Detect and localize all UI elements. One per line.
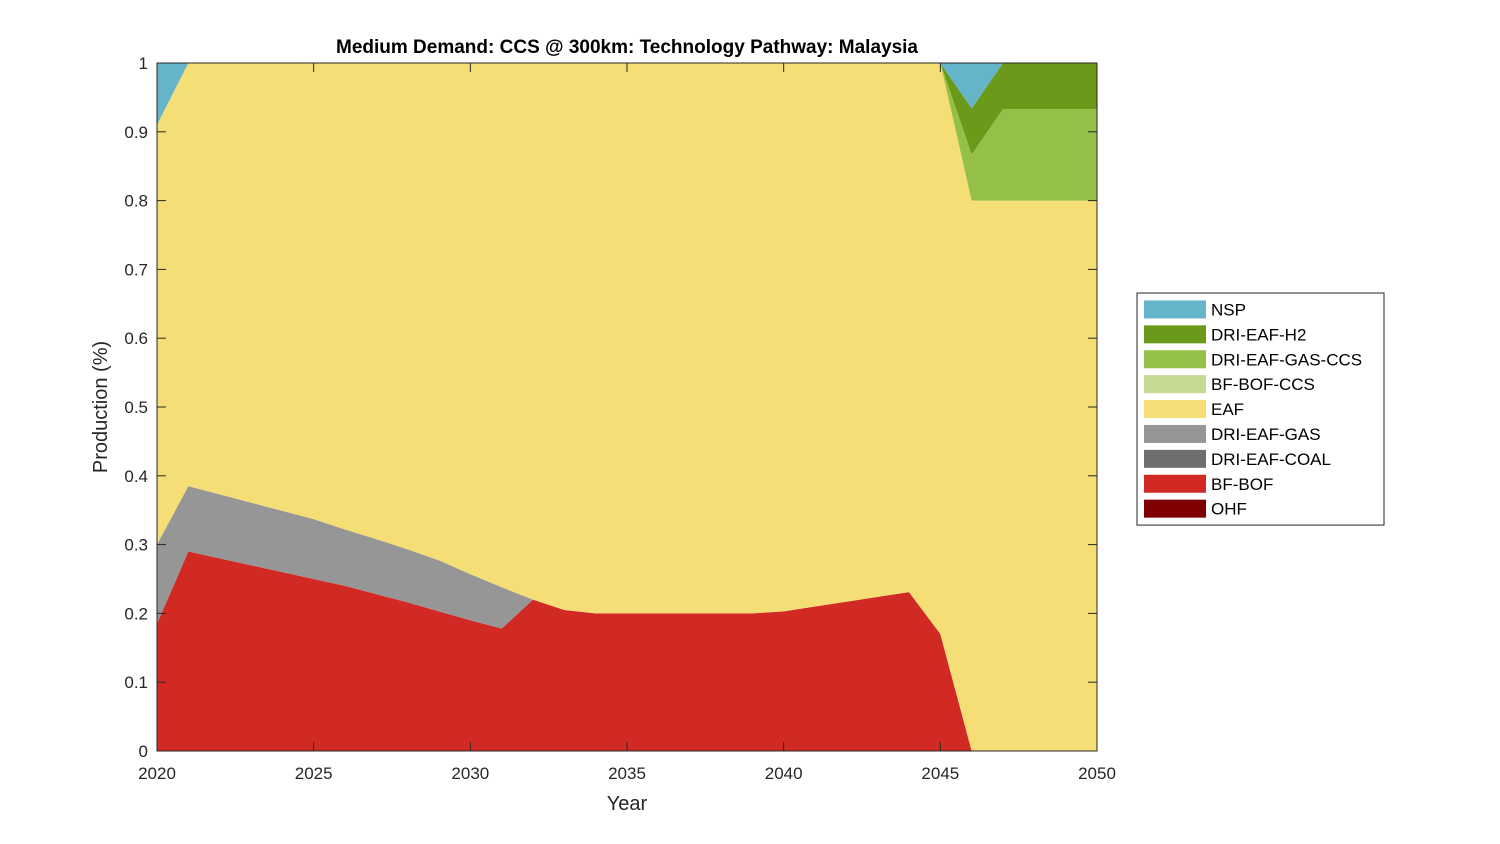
x-axis-label: Year — [607, 793, 648, 815]
legend-swatch-bf-bof — [1144, 474, 1206, 493]
legend-label-eaf: EAF — [1211, 400, 1244, 419]
legend-label-dri-eaf-h2: DRI-EAF-H2 — [1211, 325, 1306, 344]
area-dri-eaf-gas-ccs — [157, 63, 1097, 201]
y-tick-label: 1 — [139, 54, 148, 73]
legend-swatch-dri-eaf-h2 — [1144, 325, 1206, 344]
legend-swatch-dri-eaf-coal — [1144, 449, 1206, 468]
legend-label-nsp: NSP — [1211, 300, 1246, 319]
y-tick-label: 0.7 — [124, 260, 148, 279]
y-tick-label: 0.4 — [124, 467, 148, 486]
legend-swatch-ohf — [1144, 499, 1206, 518]
x-tick-label: 2030 — [451, 764, 489, 783]
x-tick-label: 2045 — [921, 764, 959, 783]
legend-swatch-dri-eaf-gas — [1144, 424, 1206, 443]
x-tick-label: 2050 — [1078, 764, 1116, 783]
y-tick-label: 0.9 — [124, 123, 148, 142]
legend-label-ohf: OHF — [1211, 500, 1247, 519]
y-axis-label: Production (%) — [90, 341, 112, 473]
legend-label-dri-eaf-coal: DRI-EAF-COAL — [1211, 450, 1331, 469]
chart-title: Medium Demand: CCS @ 300km: Technology P… — [336, 37, 918, 58]
area-dri-eaf-gas — [157, 486, 1097, 751]
legend-swatch-bf-bof-ccs — [1144, 375, 1206, 394]
y-tick-label: 0.1 — [124, 673, 148, 692]
x-tick-label: 2040 — [765, 764, 803, 783]
legend-label-dri-eaf-gas-ccs: DRI-EAF-GAS-CCS — [1211, 350, 1362, 369]
y-tick-label: 0.5 — [124, 398, 148, 417]
y-tick-label: 0.6 — [124, 329, 148, 348]
legend-swatch-eaf — [1144, 400, 1206, 419]
area-series-group — [157, 63, 1097, 751]
x-tick-label: 2025 — [295, 764, 333, 783]
y-tick-label: 0.3 — [124, 536, 148, 555]
legend-label-bf-bof: BF-BOF — [1211, 475, 1273, 494]
legend: NSP DRI-EAF-H2 DRI-EAF-GAS-CCS BF-BOF-CCS EA… — [1136, 292, 1385, 526]
y-axis-ticks: 0 0.1 0.2 0.3 0.4 0.5 0.6 0.7 0.8 0.9 1 — [124, 54, 1097, 761]
y-tick-label: 0.2 — [124, 604, 148, 623]
area-dri-eaf-h2 — [157, 63, 1097, 155]
legend-label-bf-bof-ccs: BF-BOF-CCS — [1211, 375, 1315, 394]
legend-swatch-dri-eaf-gas-ccs — [1144, 350, 1206, 369]
area-eaf — [157, 63, 1097, 751]
x-tick-label: 2035 — [608, 764, 646, 783]
legend-swatch-nsp — [1144, 300, 1206, 319]
y-tick-label: 0 — [139, 742, 148, 761]
x-axis-ticks: 2020 2025 2030 2035 2040 2045 2050 — [138, 63, 1116, 783]
y-tick-label: 0.8 — [124, 192, 148, 211]
area-bf-bof — [157, 551, 1097, 751]
x-tick-label: 2020 — [138, 764, 176, 783]
legend-label-dri-eaf-gas: DRI-EAF-GAS — [1211, 425, 1321, 444]
